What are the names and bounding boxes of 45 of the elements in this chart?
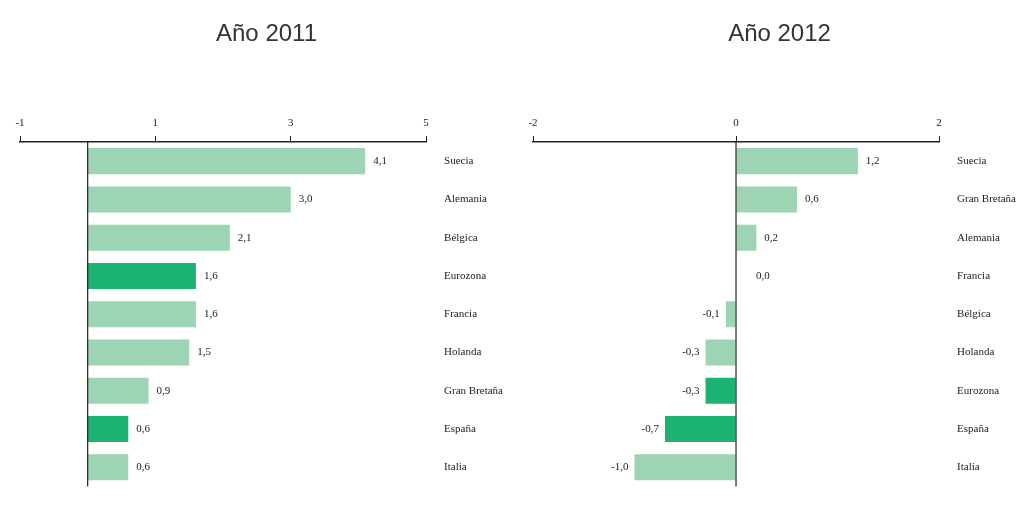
y-tick-label: España	[444, 421, 476, 434]
data-label: -0,7	[641, 421, 660, 434]
y-tick-label: Alemania	[957, 230, 1000, 243]
data-label: 0,6	[136, 421, 151, 434]
y-tick-label: Holanda	[957, 345, 995, 358]
y-tick-label: Bélgica	[444, 230, 478, 243]
data-label: 0,6	[804, 192, 820, 205]
y-tick-label: Gran Bretaña	[957, 192, 1017, 205]
y-tick-label: Alemania	[444, 192, 487, 205]
data-label: 0,2	[764, 230, 779, 243]
chart-title: Año 2011	[216, 19, 317, 47]
y-tick-label: Italia	[444, 460, 467, 473]
x-tick-label: 2	[936, 116, 942, 129]
data-label: -0,1	[702, 307, 720, 320]
y-tick-label: Suecia	[957, 154, 987, 167]
chart-title: Año 2012	[728, 19, 831, 47]
y-tick-label: España	[957, 421, 989, 434]
data-label: -1,0	[611, 460, 630, 473]
data-label: -0,3	[682, 345, 701, 358]
y-tick-label: Suecia	[444, 154, 474, 167]
x-tick-label: 3	[287, 116, 294, 129]
data-label: 4,1	[373, 154, 387, 167]
y-tick-label: Francia	[957, 268, 991, 281]
data-label: 0,6	[136, 460, 151, 473]
y-tick-label: Gran Bretaña	[444, 383, 504, 396]
data-label: 3,0	[298, 192, 313, 205]
data-label: 2,1	[237, 230, 252, 243]
data-label: 1,6	[203, 307, 219, 320]
x-tick-label: 0	[733, 116, 740, 129]
data-label: -0,3	[682, 383, 701, 396]
y-tick-label: Italia	[957, 460, 980, 473]
x-tick-label: -2	[528, 116, 538, 129]
y-tick-label: Eurozona	[957, 383, 1000, 396]
x-tick-label: -1	[15, 116, 25, 129]
data-label: 0,0	[756, 268, 771, 281]
y-tick-label: Francia	[444, 307, 478, 320]
data-label: 1,5	[197, 345, 212, 358]
x-tick-label: 1	[152, 116, 159, 129]
y-tick-label: Eurozona	[444, 268, 487, 281]
y-tick-label: Bélgica	[957, 307, 991, 320]
x-tick-label: 5	[423, 116, 430, 129]
data-label: 0,9	[156, 383, 171, 396]
data-label: 1,2	[865, 154, 880, 167]
y-tick-label: Holanda	[444, 345, 482, 358]
data-label: 1,6	[203, 268, 219, 281]
